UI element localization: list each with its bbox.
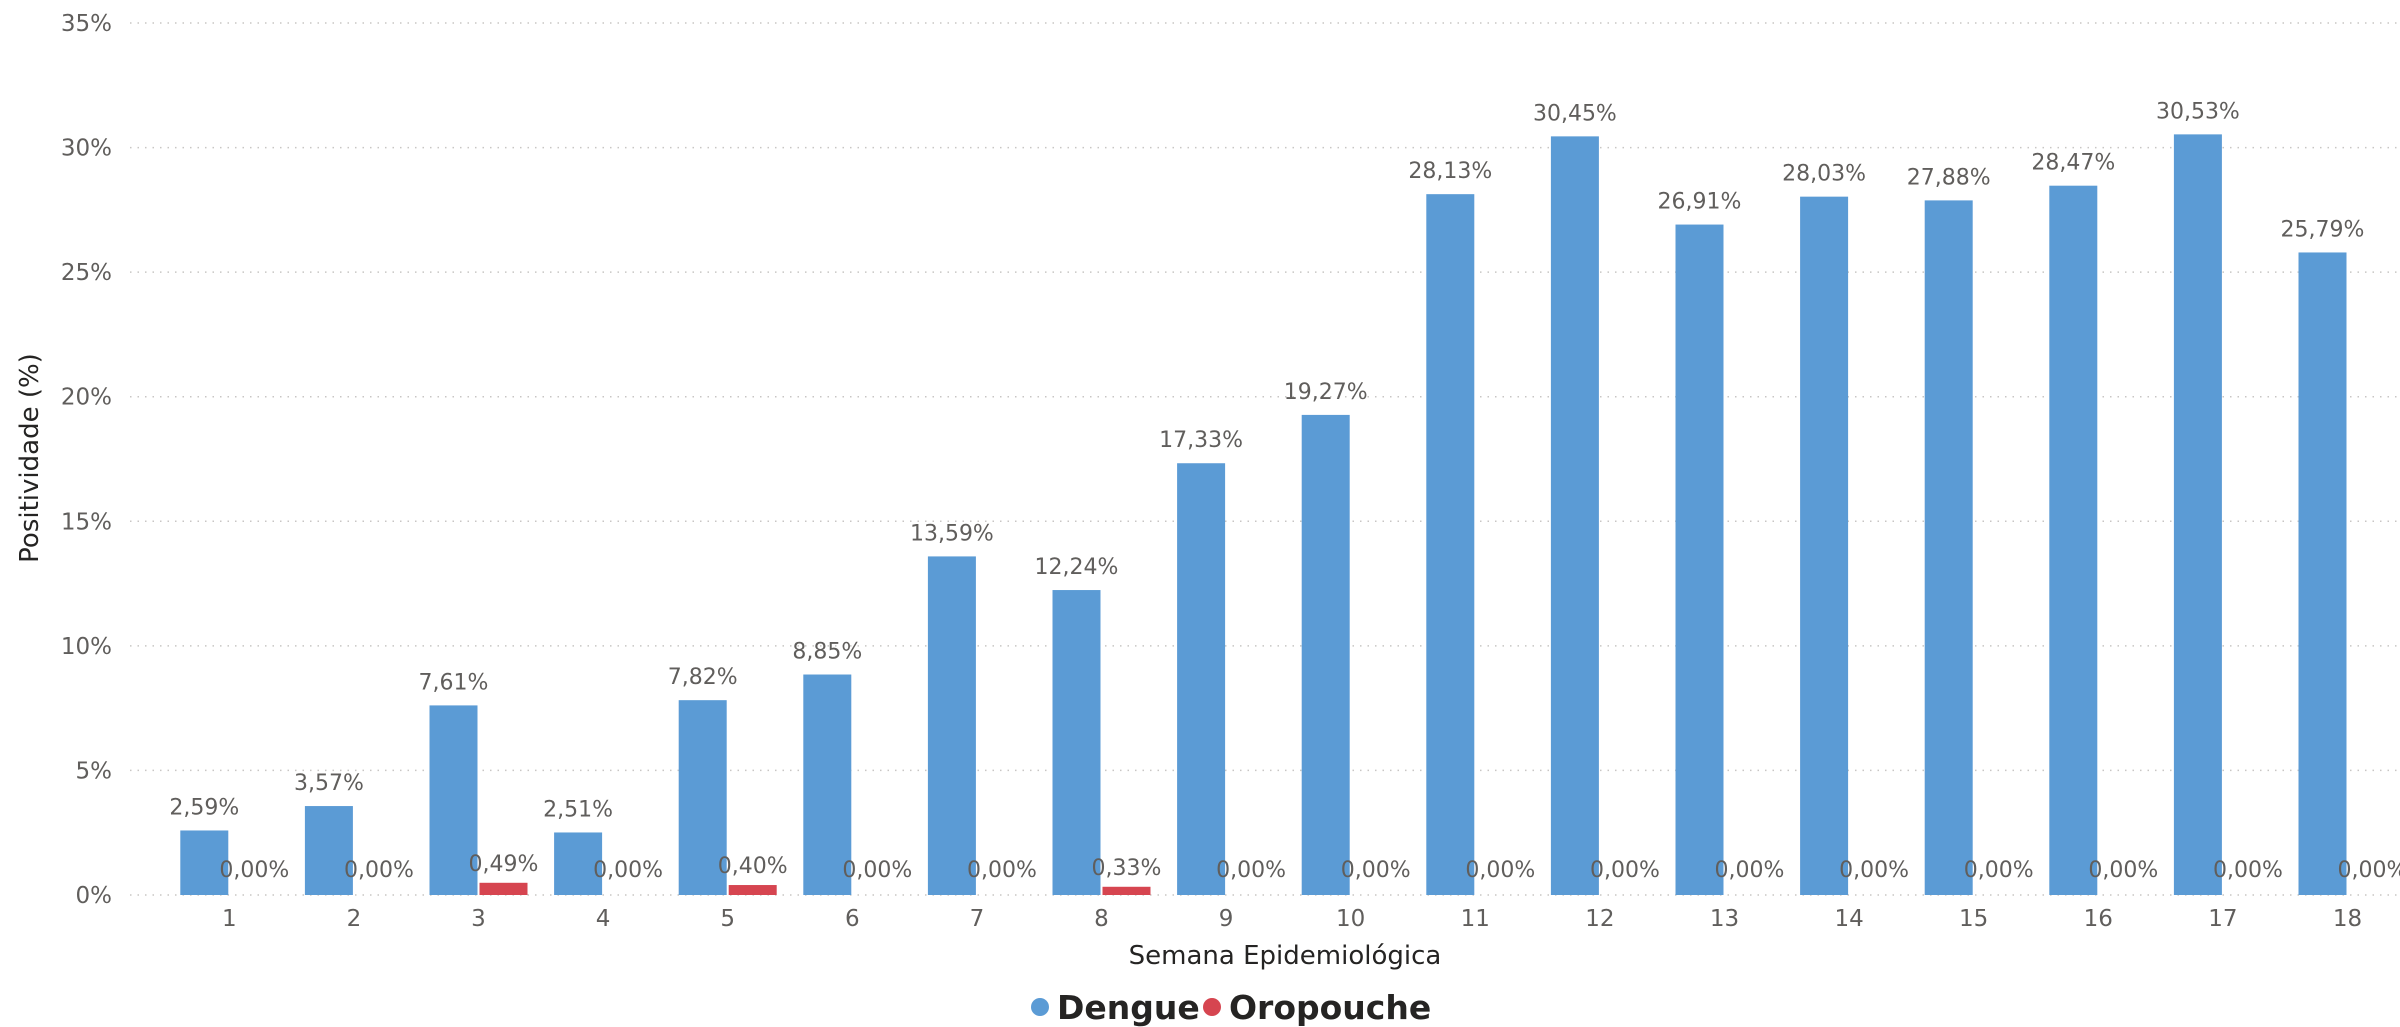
dengue-bar[interactable] (678, 700, 727, 895)
bars (180, 134, 2347, 896)
x-tick-label: 10 (1336, 906, 1365, 932)
x-tick-label: 16 (2084, 906, 2113, 932)
x-tick-label: 17 (2208, 906, 2237, 932)
dengue-bar[interactable] (927, 556, 976, 895)
oropouche-bar[interactable] (479, 882, 528, 895)
y-tick-label: 0% (76, 883, 113, 909)
oropouche-data-label: 0,00% (967, 858, 1037, 883)
x-axis-title: Semana Epidemiológica (1129, 941, 1442, 971)
oropouche-data-label: 0,00% (1964, 858, 2034, 883)
x-tick-label: 12 (1585, 906, 1614, 932)
x-axis: 1 2 3 4 5 6 7 8 9 10 11 12 13 14 15 16 17 18 (222, 906, 2362, 932)
legend-dengue-swatch (1031, 998, 1049, 1016)
dengue-data-label: 19,27% (1284, 380, 1368, 405)
oropouche-data-label: 0,00% (219, 858, 289, 883)
dengue-bar[interactable] (1675, 224, 1724, 895)
dengue-bar[interactable] (304, 806, 353, 895)
oropouche-data-label: 0,00% (2088, 858, 2158, 883)
y-axis: 0% 5% 10% 15% 20% 25% 30% 35% (61, 11, 112, 909)
y-tick-label: 5% (76, 758, 113, 784)
dengue-data-label: 12,24% (1035, 555, 1119, 580)
x-tick-label: 18 (2333, 906, 2362, 932)
dengue-data-label: 2,51% (543, 797, 613, 822)
x-tick-label: 1 (222, 906, 237, 932)
oropouche-data-label: 0,00% (1715, 858, 1785, 883)
y-axis-title: Positividade (%) (15, 353, 45, 563)
oropouche-data-label: 0,40% (718, 854, 788, 879)
data-labels: 2,59% 0,00% 3,57% 0,00% 7,61% 0,49% 2,51% 0,00%… (169, 99, 2400, 883)
x-tick-label: 6 (845, 906, 860, 932)
dengue-data-label: 28,13% (1408, 159, 1492, 184)
x-tick-label: 15 (1959, 906, 1988, 932)
oropouche-data-label: 0,00% (1839, 858, 1909, 883)
x-tick-label: 13 (1710, 906, 1739, 932)
x-tick-label: 8 (1094, 906, 1109, 932)
dengue-bar[interactable] (1177, 463, 1226, 895)
dengue-data-label: 17,33% (1159, 428, 1243, 453)
dengue-bar[interactable] (1301, 414, 1350, 895)
y-tick-label: 30% (61, 136, 112, 162)
dengue-data-label: 25,79% (2281, 217, 2365, 242)
dengue-data-label: 7,61% (419, 670, 489, 695)
dengue-data-label: 2,59% (169, 795, 239, 820)
oropouche-data-label: 0,00% (1216, 858, 1286, 883)
dengue-data-label: 26,91% (1658, 190, 1742, 215)
dengue-bar[interactable] (429, 705, 478, 895)
x-tick-label: 14 (1834, 906, 1863, 932)
dengue-bar[interactable] (2298, 252, 2347, 895)
dengue-bar[interactable] (1426, 194, 1475, 896)
dengue-data-label: 8,85% (792, 640, 862, 665)
oropouche-data-label: 0,49% (469, 852, 539, 877)
x-tick-label: 11 (1461, 906, 1490, 932)
dengue-data-label: 28,03% (1782, 162, 1866, 187)
x-tick-label: 2 (347, 906, 362, 932)
dengue-data-label: 7,82% (668, 665, 738, 690)
dengue-bar[interactable] (803, 674, 852, 895)
oropouche-data-label: 0,00% (593, 858, 663, 883)
dengue-bar[interactable] (2049, 185, 2098, 895)
oropouche-data-label: 0,00% (1465, 858, 1535, 883)
oropouche-data-label: 0,00% (1590, 858, 1660, 883)
oropouche-bar[interactable] (1102, 886, 1151, 895)
dengue-bar[interactable] (1052, 590, 1101, 895)
dengue-bar[interactable] (1800, 196, 1849, 895)
dengue-bar[interactable] (554, 832, 603, 895)
dengue-data-label: 13,59% (910, 521, 994, 546)
oropouche-data-label: 0,00% (2213, 858, 2283, 883)
oropouche-data-label: 0,00% (344, 858, 414, 883)
dengue-bar[interactable] (1924, 200, 1973, 895)
dengue-data-label: 28,47% (2031, 151, 2115, 176)
oropouche-data-label: 0,00% (842, 858, 912, 883)
oropouche-bar[interactable] (728, 885, 777, 895)
oropouche-data-label: 0,33% (1092, 856, 1162, 881)
x-tick-label: 5 (720, 906, 735, 932)
dengue-data-label: 27,88% (1907, 165, 1991, 190)
legend: Dengue Oropouche (1031, 988, 1431, 1027)
dengue-bar[interactable] (2173, 134, 2222, 896)
y-tick-label: 35% (61, 11, 112, 37)
legend-dengue-label[interactable]: Dengue (1057, 988, 1200, 1027)
y-tick-label: 10% (61, 634, 112, 660)
x-tick-label: 7 (970, 906, 985, 932)
legend-oropouche-swatch (1203, 998, 1221, 1016)
x-tick-label: 9 (1219, 906, 1234, 932)
dengue-bar[interactable] (1550, 136, 1599, 896)
dengue-data-label: 3,57% (294, 771, 364, 796)
legend-oropouche-label[interactable]: Oropouche (1229, 988, 1431, 1027)
x-tick-label: 4 (596, 906, 611, 932)
x-tick-label: 3 (471, 906, 486, 932)
y-tick-label: 25% (61, 260, 112, 286)
y-tick-label: 15% (61, 509, 112, 535)
dengue-data-label: 30,45% (1533, 101, 1617, 126)
dengue-bar[interactable] (180, 830, 229, 895)
oropouche-data-label: 0,00% (1341, 858, 1411, 883)
y-tick-label: 20% (61, 385, 112, 411)
oropouche-data-label: 0,00% (2338, 858, 2400, 883)
dengue-data-label: 30,53% (2156, 99, 2240, 124)
